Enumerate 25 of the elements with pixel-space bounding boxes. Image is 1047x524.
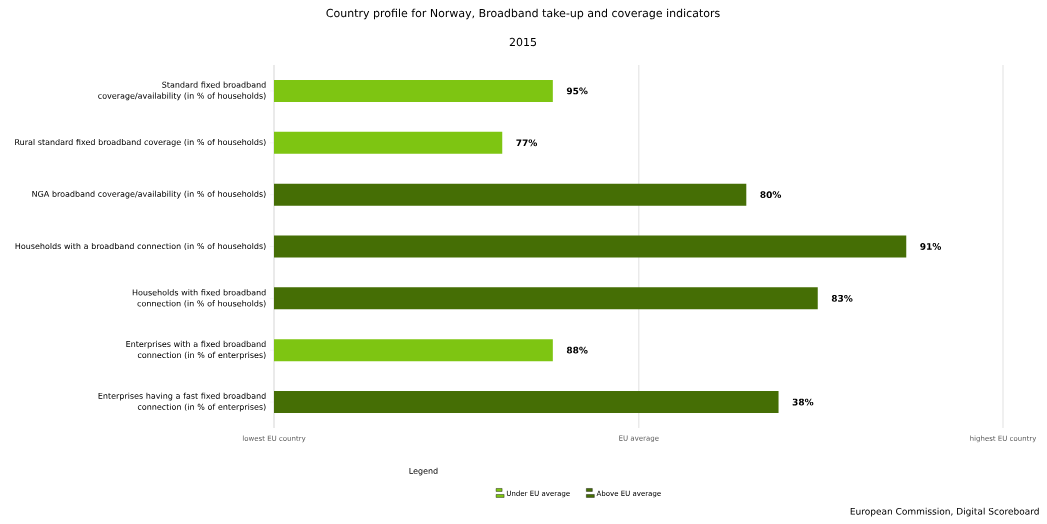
text: European Commission, Digital Scoreboard xyxy=(850,507,1039,517)
bar xyxy=(274,287,818,310)
y-tick-label: Rural standard fixed broadband coverage (in % of households) xyxy=(15,138,266,147)
chart-title: Country profile for Norway, Broadband take-up and coverage indicators xyxy=(326,8,720,20)
y-tick-label: Standard fixed broadband coverage/availability (in % of households) xyxy=(98,81,266,101)
y-tick-label: Enterprises with a fixed broadband connection (in % of enterprises) xyxy=(126,340,266,360)
bar xyxy=(274,339,553,362)
annotation: 38% xyxy=(792,398,814,406)
bar xyxy=(274,235,907,258)
bar xyxy=(274,79,553,102)
y-tick-label: Households with fixed broadband connection (in % of households) xyxy=(132,289,266,308)
annotation: 77% xyxy=(516,139,538,147)
annotation: 95% xyxy=(566,87,588,95)
y-tick-label: Households with a broadband connection (in % of households) xyxy=(15,242,266,251)
chart-subtitle: 2015 xyxy=(509,37,537,47)
bar xyxy=(274,391,779,414)
annotation: 91% xyxy=(920,243,942,250)
legend-title: Legend xyxy=(409,467,438,476)
annotation: 80% xyxy=(760,191,782,199)
bar xyxy=(274,131,503,154)
y-tick-label: NGA broadband coverage/availability (in % of households) xyxy=(32,190,266,199)
bar xyxy=(274,183,747,206)
annotation: 83% xyxy=(831,294,853,302)
annotation: 88% xyxy=(566,346,588,354)
y-tick-label: Enterprises having a fast fixed broadband connection (in % of enterprises) xyxy=(98,392,266,412)
